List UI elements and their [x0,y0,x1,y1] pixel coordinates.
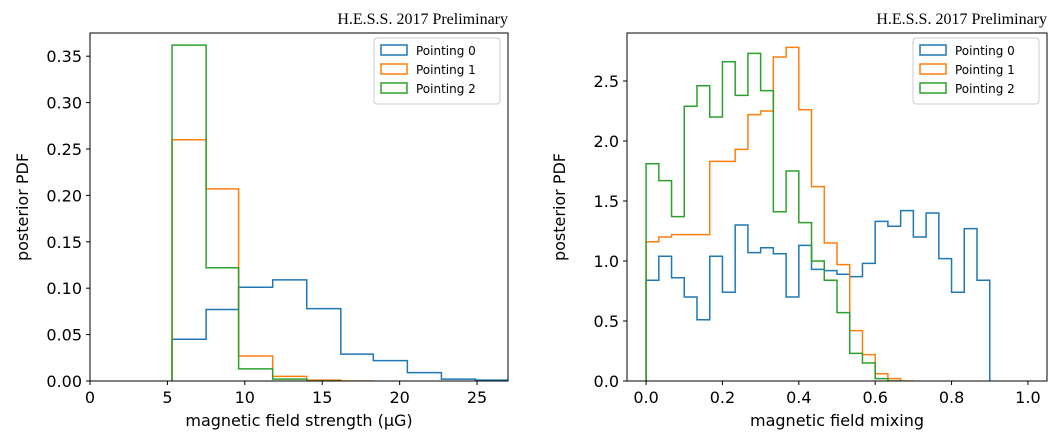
legend: Pointing 0 Pointing 1 Pointing 2 [912,37,1040,105]
series-group [171,44,508,381]
x-tick-label: 10 [235,388,255,407]
legend-swatch-2 [380,82,408,94]
panel-0: 0 5 10 15 20 25 0.00 0.05 0.10 0.15 0.20 0.25 0.30 0.… [13,11,509,430]
y-axis-label: posterior PDF [550,153,569,261]
panel-1: 0.0 0.2 0.4 0.6 0.8 1.0 0.0 0.5 1.0 1.5 2.0 2.5 magn… [550,11,1048,430]
y-tick-label: 0.5 [594,312,619,331]
legend-swatch-1 [380,63,408,75]
x-tick-label: 0.4 [786,388,811,407]
y-tick-label: 1.5 [594,192,619,211]
y-tick-label: 0.35 [46,47,82,66]
series-line-0 [645,209,991,381]
x-tick-label: 0.2 [710,388,735,407]
legend-swatch-2 [919,82,947,94]
y-tick-label: 2.5 [594,72,619,91]
y-tick-label: 0.20 [46,186,82,205]
y-tick-label: 0.05 [46,326,82,345]
series-line-1 [171,138,374,381]
y-tick-label: 0.25 [46,140,82,159]
series-group [645,46,991,381]
x-tick-label: 25 [467,388,487,407]
legend-swatch-0 [919,44,947,56]
y-axis-label: posterior PDF [13,153,32,261]
x-tick-label: 20 [389,388,409,407]
x-tick-label: 0.0 [633,388,658,407]
legend-label-0: Pointing 0 [416,44,476,58]
series-line-2 [645,52,901,381]
x-tick-label: 0.8 [939,388,964,407]
series-line-2 [171,44,341,381]
legend: Pointing 0 Pointing 1 Pointing 2 [373,37,501,105]
y-tick-label: 1.0 [594,252,619,271]
y-tick-label: 0.15 [46,233,82,252]
y-tick-label: 0.00 [46,372,82,391]
legend-label-1: Pointing 1 [955,63,1015,77]
axes-frame [89,32,509,382]
x-axis-label: magnetic field strength (μG) [185,411,412,430]
x-tick-label: 5 [162,388,172,407]
y-tick-label: 0.0 [594,372,619,391]
legend-label-1: Pointing 1 [416,63,476,77]
x-axis-label: magnetic field mixing [750,411,924,430]
axes-frame [626,32,1048,382]
legend-label-2: Pointing 2 [955,82,1015,96]
legend-label-0: Pointing 0 [955,44,1015,58]
legend-swatch-1 [919,63,947,75]
y-tick-label: 0.10 [46,279,82,298]
x-tick-label: 0.6 [862,388,887,407]
legend-swatch-0 [380,44,408,56]
x-tick-label: 0 [85,388,95,407]
preliminary-annotation: H.E.S.S. 2017 Preliminary [337,11,508,28]
y-tick-label: 2.0 [594,132,619,151]
x-tick-label: 15 [312,388,332,407]
x-tick-label: 1.0 [1015,388,1040,407]
series-line-1 [645,46,914,381]
preliminary-annotation: H.E.S.S. 2017 Preliminary [876,11,1047,28]
series-line-0 [171,279,508,381]
legend-label-2: Pointing 2 [416,82,476,96]
y-tick-label: 0.30 [46,94,82,113]
